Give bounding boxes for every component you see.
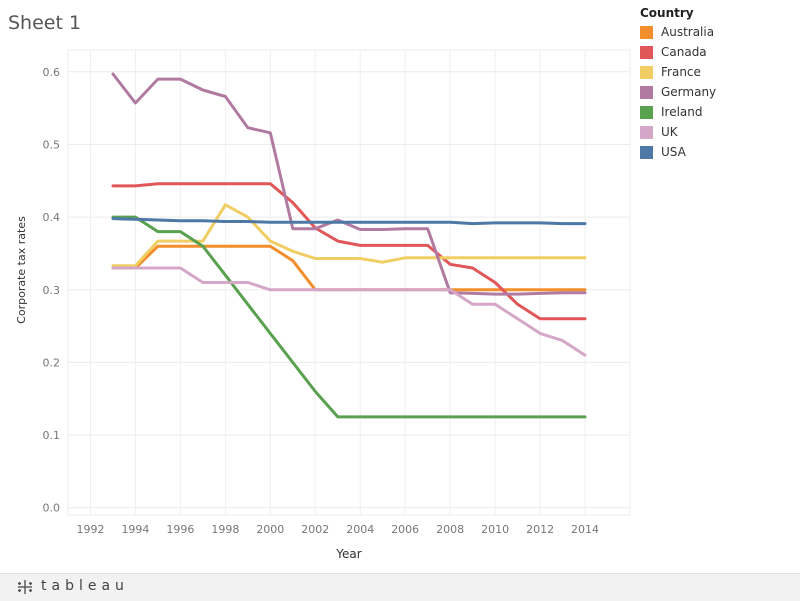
legend-swatch bbox=[640, 145, 653, 159]
x-tick-label: 1996 bbox=[166, 523, 194, 536]
x-tick-label: 2010 bbox=[481, 523, 509, 536]
legend-item-usa[interactable]: USA bbox=[640, 142, 790, 162]
x-axis-ticks: 1992 1994 1996 1998 2000 2002 2004 2006 2008 2010… bbox=[76, 523, 599, 536]
legend-label: Germany bbox=[661, 85, 717, 99]
tableau-logo-icon bbox=[18, 580, 32, 594]
x-tick-label: 1994 bbox=[121, 523, 149, 536]
y-tick-label: 0.6 bbox=[43, 66, 61, 79]
y-tick-label: 0.4 bbox=[43, 211, 61, 224]
legend-swatch bbox=[640, 25, 653, 39]
line-chart: 0.0 0.1 0.2 0.3 0.4 0.5 0.6 1992 1994 1996 1998 20… bbox=[15, 49, 631, 561]
x-tick-label: 2002 bbox=[301, 523, 329, 536]
legend-label: Canada bbox=[661, 45, 707, 59]
legend-item-canada[interactable]: Canada bbox=[640, 42, 790, 62]
legend-item-germany[interactable]: Germany bbox=[640, 82, 790, 102]
legend-swatch bbox=[640, 65, 653, 79]
x-tick-label: 1992 bbox=[76, 523, 104, 536]
x-tick-label: 2004 bbox=[346, 523, 374, 536]
x-axis-label: Year bbox=[335, 547, 361, 561]
series-line-canada[interactable] bbox=[111, 182, 587, 321]
series-lines bbox=[111, 72, 587, 419]
legend-label: France bbox=[661, 65, 701, 79]
legend-label: USA bbox=[661, 145, 686, 159]
x-tick-label: 2014 bbox=[571, 523, 599, 536]
grid bbox=[67, 49, 631, 516]
legend-swatch bbox=[640, 105, 653, 119]
plot-area bbox=[67, 49, 631, 516]
y-tick-label: 0.3 bbox=[43, 284, 61, 297]
series-line-usa[interactable] bbox=[111, 217, 587, 226]
legend-item-ireland[interactable]: Ireland bbox=[640, 102, 790, 122]
x-tick-label: 2008 bbox=[436, 523, 464, 536]
x-tick-label: 2012 bbox=[526, 523, 554, 536]
tableau-logo-text: tableau bbox=[41, 578, 129, 594]
legend-swatch bbox=[640, 125, 653, 139]
x-tick-label: 2000 bbox=[256, 523, 284, 536]
series-line-uk[interactable] bbox=[111, 266, 587, 357]
legend-swatch bbox=[640, 45, 653, 59]
series-line-france[interactable] bbox=[111, 203, 587, 268]
y-tick-label: 0.5 bbox=[43, 138, 61, 151]
y-tick-label: 0.0 bbox=[43, 502, 61, 515]
y-axis-label: Corporate tax rates bbox=[15, 216, 28, 324]
footer-bar: tableau bbox=[0, 573, 800, 601]
legend-items: Australia Canada France Germany Ireland UK USA bbox=[640, 22, 790, 162]
y-axis-ticks: 0.0 0.1 0.2 0.3 0.4 0.5 0.6 bbox=[43, 66, 61, 515]
legend-item-australia[interactable]: Australia bbox=[640, 22, 790, 42]
y-tick-label: 0.1 bbox=[43, 429, 61, 442]
x-tick-label: 1998 bbox=[211, 523, 239, 536]
legend-item-france[interactable]: France bbox=[640, 62, 790, 82]
series-line-australia[interactable] bbox=[111, 244, 587, 292]
x-tick-label: 2006 bbox=[391, 523, 419, 536]
legend-title: Country bbox=[640, 6, 694, 20]
series-line-ireland[interactable] bbox=[111, 215, 587, 419]
legend-label: UK bbox=[661, 125, 678, 139]
y-tick-label: 0.2 bbox=[43, 356, 61, 369]
sheet-title: Sheet 1 bbox=[8, 12, 82, 34]
legend-item-uk[interactable]: UK bbox=[640, 122, 790, 142]
legend-swatch bbox=[640, 85, 653, 99]
legend-label: Ireland bbox=[661, 105, 703, 119]
legend: Country Australia Canada France Germany Irel… bbox=[640, 6, 790, 162]
legend-label: Australia bbox=[661, 25, 715, 39]
series-line-germany[interactable] bbox=[111, 72, 587, 296]
